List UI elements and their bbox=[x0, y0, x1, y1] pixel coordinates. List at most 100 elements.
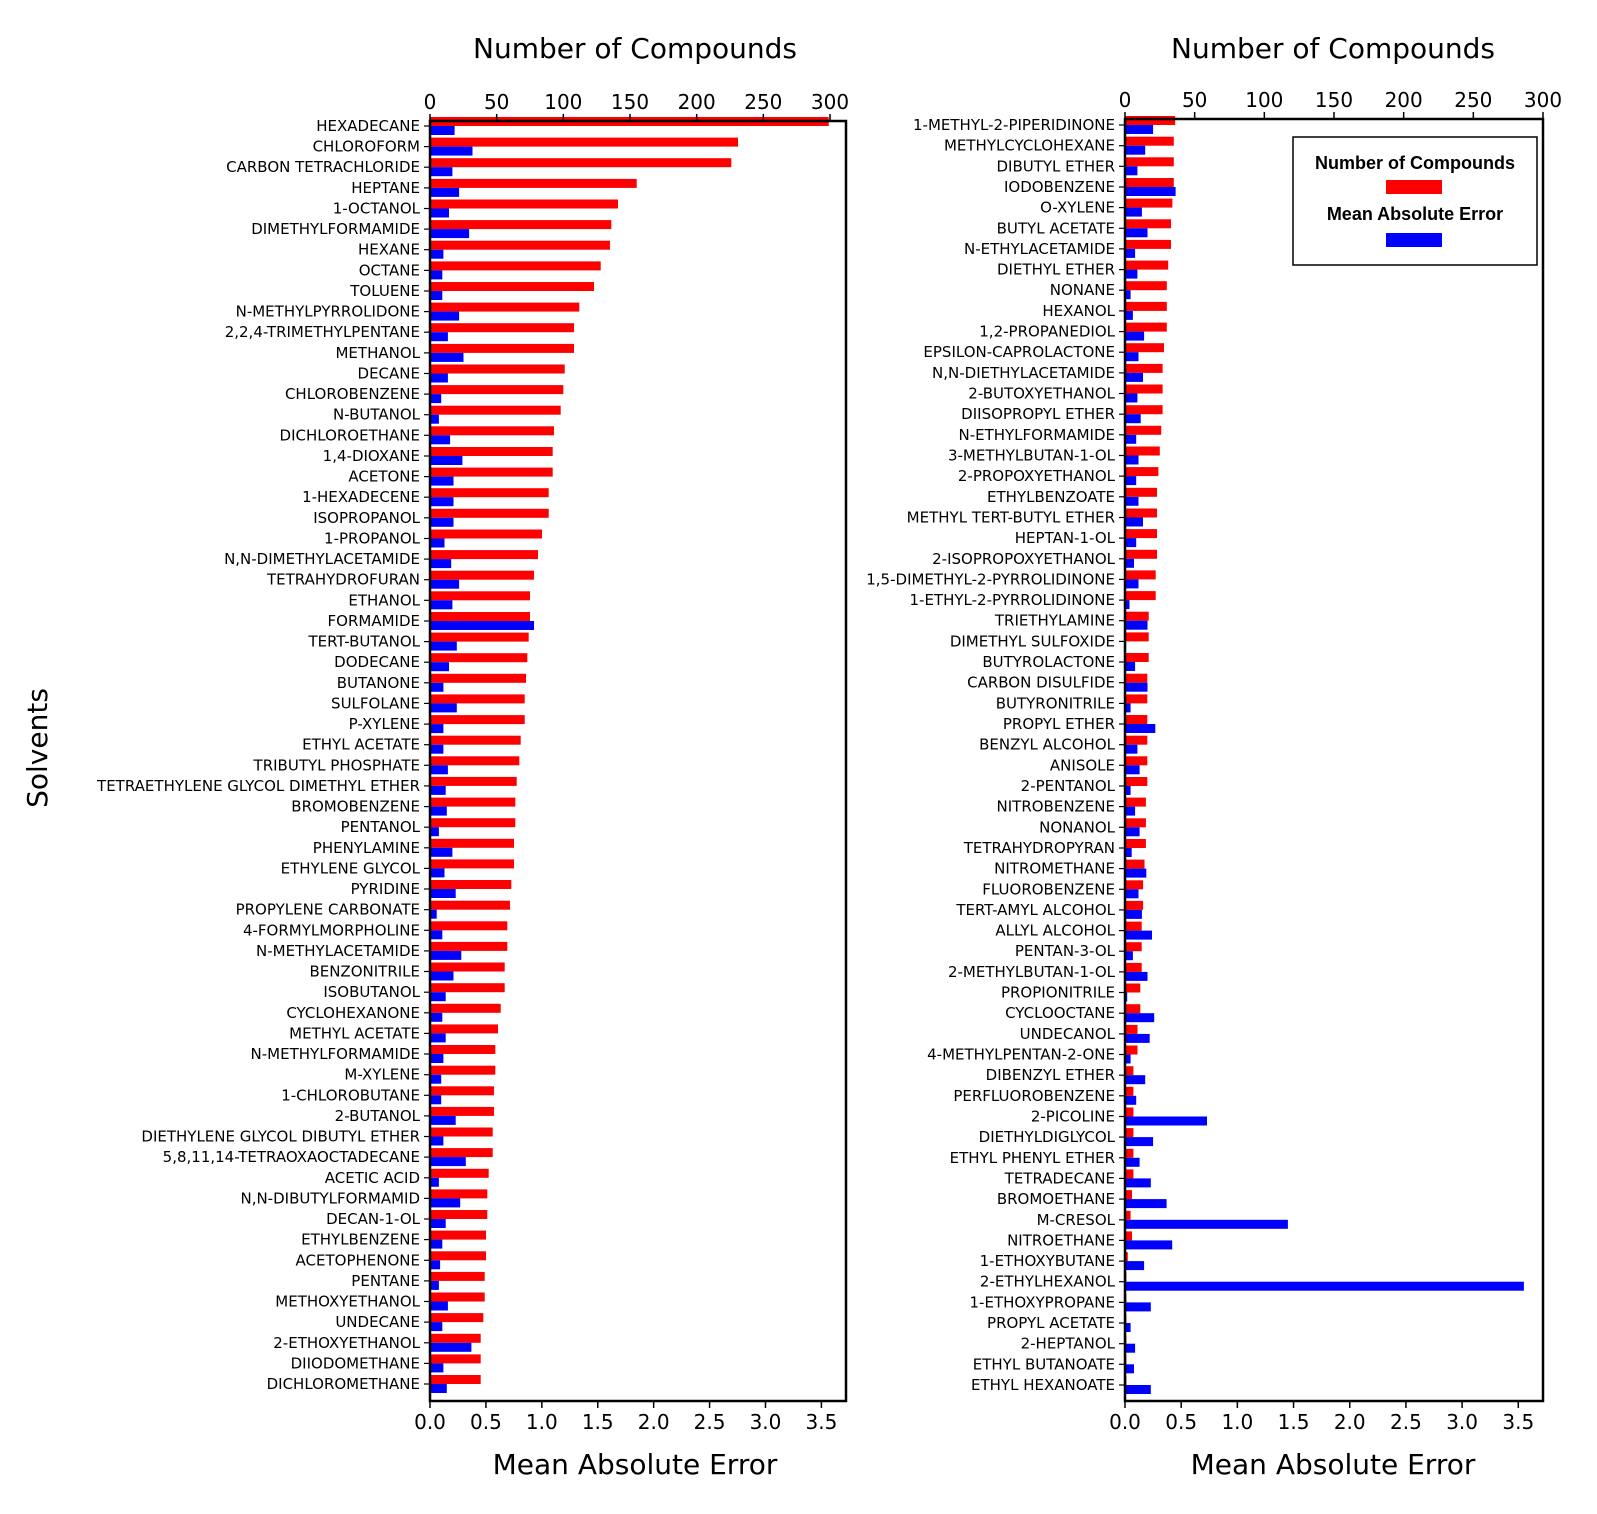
left-mae-bar bbox=[430, 456, 463, 465]
left-count-bar bbox=[430, 1354, 481, 1364]
right-category-label: HEXANOL bbox=[1042, 302, 1115, 320]
right-top-tick-label: 50 bbox=[1182, 88, 1207, 112]
left-count-bar bbox=[430, 199, 618, 209]
right-category-label: NITROBENZENE bbox=[997, 798, 1115, 816]
left-bottom-tick-label: 0.5 bbox=[470, 1410, 502, 1434]
left-mae-bar bbox=[430, 641, 457, 651]
right-mae-bar bbox=[1125, 517, 1143, 527]
left-count-bar bbox=[430, 1292, 485, 1302]
right-mae-bar bbox=[1125, 579, 1139, 589]
left-count-bar bbox=[430, 983, 505, 993]
left-count-bar bbox=[430, 137, 738, 147]
right-category-label: PROPYL ETHER bbox=[1003, 715, 1115, 733]
right-category-label: 1,2-PROPANEDIOL bbox=[979, 323, 1115, 341]
right-mae-bar bbox=[1125, 1302, 1151, 1312]
right-bottom-tick-label: 3.5 bbox=[1502, 1410, 1534, 1434]
right-count-bar bbox=[1125, 260, 1169, 270]
left-mae-bar bbox=[430, 291, 443, 300]
left-count-bar bbox=[430, 1333, 481, 1343]
left-category-label: ETHANOL bbox=[348, 591, 420, 609]
left-count-bar bbox=[430, 178, 637, 188]
right-category-label: DIBENZYL ETHER bbox=[986, 1066, 1115, 1084]
right-top-tick-label: 150 bbox=[1315, 88, 1353, 112]
left-mae-bar bbox=[430, 909, 437, 919]
right-mae-bar bbox=[1125, 1240, 1173, 1250]
left-category-label: HEXANE bbox=[358, 241, 420, 259]
right-mae-bar bbox=[1125, 1343, 1136, 1353]
left-mae-bar bbox=[430, 1219, 446, 1228]
left-mae-bar bbox=[430, 930, 443, 940]
left-count-bar bbox=[430, 838, 514, 848]
left-mae-bar bbox=[430, 971, 454, 981]
left-mae-bar bbox=[430, 497, 454, 507]
left-category-label: 2-ETHOXYETHANOL bbox=[273, 1334, 420, 1352]
left-category-label: BUTANONE bbox=[337, 674, 420, 692]
right-bottom-tick-label: 0.5 bbox=[1165, 1410, 1197, 1434]
right-mae-bar bbox=[1125, 331, 1145, 341]
left-mae-bar bbox=[430, 1157, 466, 1167]
right-count-bar bbox=[1125, 343, 1164, 353]
left-category-label: TRIBUTYL PHOSPHATE bbox=[253, 756, 420, 774]
left-count-bar bbox=[430, 550, 538, 560]
left-count-bar bbox=[430, 673, 526, 683]
right-count-bar bbox=[1125, 570, 1156, 580]
right-category-label: ANISOLE bbox=[1050, 756, 1115, 774]
left-count-bar bbox=[430, 1024, 498, 1034]
left-count-bar bbox=[430, 1106, 494, 1116]
right-mae-bar bbox=[1125, 476, 1137, 486]
left-count-bar bbox=[430, 240, 610, 250]
right-mae-bar bbox=[1125, 1323, 1131, 1332]
left-count-bar bbox=[430, 1127, 493, 1137]
right-count-bar bbox=[1125, 198, 1173, 208]
left-mae-bar bbox=[430, 1280, 439, 1290]
left-mae-bar bbox=[430, 1054, 444, 1063]
left-count-bar bbox=[430, 776, 517, 786]
right-count-bar bbox=[1125, 859, 1145, 869]
right-mae-bar bbox=[1125, 1219, 1288, 1229]
left-category-label: DIETHYLENE GLYCOL DIBUTYL ETHER bbox=[141, 1128, 420, 1146]
right-category-label: 2-PENTANOL bbox=[1021, 777, 1116, 795]
right-count-bar bbox=[1125, 1066, 1134, 1076]
left-category-label: SULFOLANE bbox=[331, 694, 420, 712]
right-mae-bar bbox=[1125, 414, 1141, 424]
right-mae-bar bbox=[1125, 848, 1132, 857]
right-category-label: METHYL TERT-BUTYL ETHER bbox=[907, 509, 1115, 527]
left-category-label: 1,4-DIOXANE bbox=[323, 447, 420, 465]
right-count-bar bbox=[1125, 239, 1171, 249]
left-count-bar bbox=[430, 632, 529, 642]
left-category-label: ETHYL ACETATE bbox=[302, 736, 420, 754]
left-bottom-axis-title: Mean Absolute Error bbox=[493, 1448, 778, 1481]
right-mae-bar bbox=[1125, 1095, 1137, 1105]
left-count-bar bbox=[430, 1313, 484, 1323]
right-top-tick-label: 0 bbox=[1119, 88, 1132, 112]
y-axis-label: Solvents bbox=[21, 688, 54, 808]
right-category-label: 1,5-DIMETHYL-2-PYRROLIDINONE bbox=[866, 570, 1115, 588]
right-count-bar bbox=[1125, 715, 1148, 724]
left-category-label: N-METHYLPYRROLIDONE bbox=[236, 303, 420, 321]
left-count-bar bbox=[430, 1086, 494, 1096]
left-count-bar bbox=[430, 591, 530, 601]
left-mae-bar bbox=[430, 249, 444, 259]
left-category-label: DECANE bbox=[358, 365, 420, 383]
left-mae-bar bbox=[430, 1239, 443, 1249]
right-category-label: DIBUTYL ETHER bbox=[996, 157, 1115, 175]
left-mae-bar bbox=[430, 662, 449, 672]
left-category-label: ACETIC ACID bbox=[325, 1169, 420, 1187]
left-mae-bar bbox=[430, 806, 447, 816]
left-bottom-tick-label: 3.0 bbox=[750, 1410, 782, 1434]
right-panel: Number of Compounds Mean Absolute Error … bbox=[866, 32, 1562, 1481]
right-mae-bar bbox=[1125, 909, 1142, 919]
left-count-bar bbox=[430, 343, 574, 353]
right-mae-bar bbox=[1125, 806, 1136, 816]
right-category-label: ETHYL HEXANOATE bbox=[971, 1376, 1115, 1394]
left-bottom-tick-label: 1.0 bbox=[526, 1410, 558, 1434]
left-mae-bar bbox=[430, 950, 462, 960]
left-mae-bar bbox=[430, 1342, 472, 1352]
legend-swatch-mae bbox=[1386, 233, 1442, 247]
right-category-label: PROPIONITRILE bbox=[1001, 984, 1115, 1002]
left-category-label: CARBON TETRACHLORIDE bbox=[226, 158, 420, 176]
left-category-label: 1-OCTANOL bbox=[333, 200, 421, 218]
left-mae-bar bbox=[430, 703, 457, 713]
right-count-bar bbox=[1125, 446, 1160, 456]
